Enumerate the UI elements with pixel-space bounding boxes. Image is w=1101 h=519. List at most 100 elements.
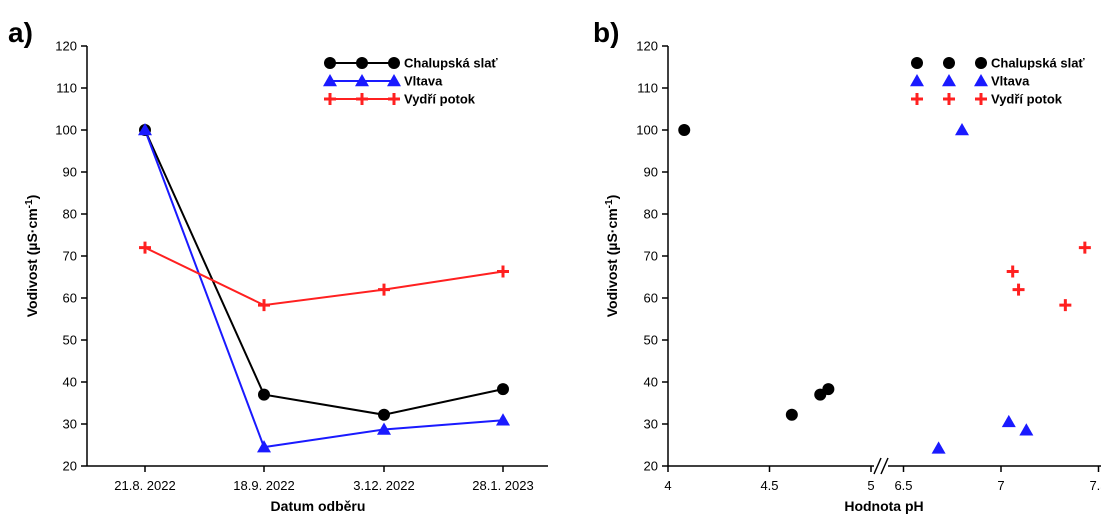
panel-b-y-tick-label: 110 (637, 81, 658, 96)
legend-marker-vydri-potok (911, 93, 923, 105)
series-line-chalupska-slat (144, 129, 504, 416)
panel-a-series-markers (138, 123, 510, 453)
data-point-vltava (377, 422, 391, 435)
panel-b-x-tick-label: 6.5 (894, 478, 912, 493)
series-line-vltava (144, 129, 504, 449)
panel-a-x-tick-label: 21.8. 2022 (114, 478, 175, 493)
legend-label-chalupska-slat: Chalupská slať (404, 56, 498, 71)
legend-marker-vltava (387, 74, 401, 87)
legend-marker-vltava (942, 74, 956, 87)
legend-marker-vydri-potok (975, 93, 987, 105)
panel-a-y-tick-label: 90 (63, 165, 77, 180)
data-point-vydri-potok (1006, 265, 1019, 278)
data-point-vydri-potok (497, 265, 509, 278)
panel-b-conductivity-vs-ph: b) 20 30 40 50 60 70 80 90 100 110 120 4 4.5 5 6.5 7 7.… (593, 17, 1101, 514)
data-point-vydri-potok (258, 299, 270, 312)
panel-b-x-ticks: 44.556.577.58 (664, 466, 1101, 493)
legend-label-vltava: Vltava (991, 74, 1030, 89)
panel-a-y-tick-label: 100 (55, 123, 77, 138)
data-point-vltava (138, 123, 152, 136)
panel-b-y-ticks: 20 30 40 50 60 70 80 90 100 110 120 (636, 39, 668, 474)
panel-b-y-tick-label: 80 (644, 207, 658, 222)
panel-b-x-tick-label: 7.5 (1089, 478, 1101, 493)
panel-b-x-tick-label: 4.5 (760, 478, 778, 493)
panel-a-x-tick-label: 3.12. 2022 (353, 478, 414, 493)
panel-a-y-axis-label: Vodivost (µS·cm-1) (24, 195, 41, 318)
panel-a-y-tick-label: 70 (63, 249, 77, 264)
data-point-chalupska-slat (378, 408, 390, 421)
panel-a-series-lines (144, 129, 504, 449)
data-point-vltava (931, 441, 946, 454)
data-point-vydri-potok (1078, 241, 1091, 254)
panel-a-y-tick-label: 80 (63, 207, 77, 222)
panel-b-y-axis-label: Vodivost (µS·cm-1) (604, 195, 621, 318)
data-point-vltava (1001, 414, 1016, 428)
panel-b-y-tick-label: 20 (644, 459, 658, 474)
legend-marker-vltava (910, 74, 924, 87)
panel-a-conductivity-by-date: a) 20 30 40 50 60 70 80 90 100 110 120 21.8. 2022 1… (8, 17, 548, 514)
legend-marker-chalupska-slat (324, 57, 336, 69)
panel-b-y-tick-label: 100 (636, 123, 658, 138)
data-point-vydri-potok (1059, 299, 1072, 312)
panel-b-x-tick-label: 5 (867, 478, 874, 493)
panel-b-label: b) (593, 17, 619, 48)
panel-b-axis-break-mark (873, 457, 889, 475)
panel-a-x-tick-label: 18.9. 2022 (233, 478, 294, 493)
legend-marker-chalupska-slat (356, 57, 368, 69)
legend-marker-vltava (974, 74, 988, 87)
legend-marker-chalupska-slat (388, 57, 400, 69)
legend-label-vydri-potok: Vydří potok (404, 92, 476, 107)
data-point-chalupska-slat (678, 124, 691, 136)
data-point-vydri-potok (1012, 283, 1025, 296)
panel-a-x-axis-label: Datum odběru (271, 498, 366, 514)
panel-b-y-tick-label: 60 (644, 291, 658, 306)
legend-marker-chalupska-slat (943, 57, 955, 69)
data-point-vltava (257, 440, 271, 453)
panel-a-label: a) (8, 17, 33, 48)
panel-a-y-tick-label: 110 (56, 81, 77, 96)
panel-a-y-tick-label: 50 (63, 333, 77, 348)
data-point-chalupska-slat (822, 383, 835, 396)
panel-b-x-axis-label: Hodnota pH (844, 498, 923, 514)
panel-b-y-tick-label: 30 (644, 417, 658, 432)
data-point-vltava (955, 123, 969, 136)
panel-a-x-ticks: 21.8. 2022 18.9. 2022 3.12. 2022 28.1. 2023 (114, 466, 534, 493)
panel-a-y-tick-label: 30 (63, 417, 77, 432)
panel-b-y-tick-label: 50 (644, 333, 658, 348)
legend-label-chalupska-slat: Chalupská slať (991, 56, 1085, 71)
panel-a-y-ticks: 20 30 40 50 60 70 80 90 100 110 120 (55, 39, 87, 474)
panel-a-x-tick-label: 28.1. 2023 (472, 478, 533, 493)
panel-a-y-tick-label: 60 (63, 291, 77, 306)
panel-a-legend: Chalupská slať Vltava Vydří potok (323, 56, 498, 107)
series-line-vydri-potok (144, 246, 504, 307)
panel-b-x-tick-label: 4 (664, 478, 671, 493)
panel-b-y-tick-label: 120 (636, 39, 658, 54)
data-point-chalupska-slat (497, 383, 509, 396)
panel-a-y-tick-label: 20 (63, 459, 77, 474)
legend-marker-vydri-potok (356, 93, 368, 105)
legend-marker-vltava (355, 74, 369, 87)
legend-marker-vydri-potok (324, 93, 336, 105)
legend-label-vltava: Vltava (404, 74, 443, 89)
legend-marker-chalupska-slat (975, 57, 987, 69)
panel-b-y-tick-label: 40 (644, 375, 658, 390)
panel-a-y-tick-label: 120 (55, 39, 77, 54)
data-point-vydri-potok (378, 283, 390, 296)
data-point-chalupska-slat (258, 388, 270, 401)
legend-marker-vydri-potok (388, 93, 400, 105)
panel-b-y-tick-label: 90 (644, 165, 658, 180)
panel-b-x-tick-label: 7 (997, 478, 1004, 493)
panel-b-scatter-points (678, 123, 1091, 454)
legend-marker-vydri-potok (943, 93, 955, 105)
data-point-vltava (496, 413, 510, 426)
panel-b-legend: Chalupská slať Vltava Vydří potok (910, 56, 1085, 107)
data-point-vydri-potok (139, 241, 151, 254)
data-point-chalupska-slat (785, 408, 798, 421)
data-point-vltava (1019, 423, 1034, 436)
legend-marker-vltava (323, 74, 337, 87)
legend-label-vydri-potok: Vydří potok (991, 92, 1063, 107)
panel-b-y-tick-label: 70 (644, 249, 658, 264)
legend-marker-chalupska-slat (911, 57, 923, 69)
panel-a-y-tick-label: 40 (63, 375, 77, 390)
